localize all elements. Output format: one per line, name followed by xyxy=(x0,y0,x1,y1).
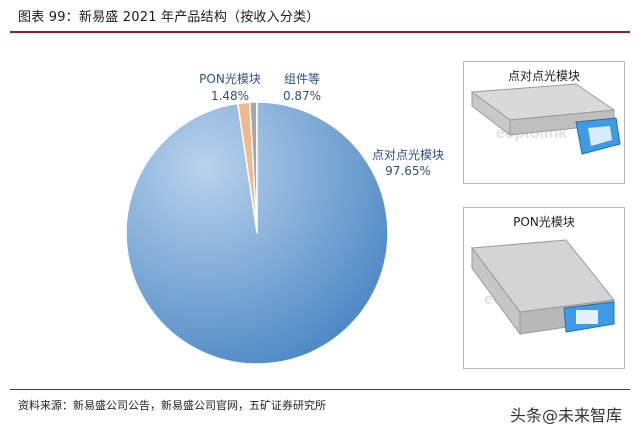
watermark: 头条@未来智库 xyxy=(509,406,622,425)
bottom-rule xyxy=(10,389,630,390)
slice-label-p2p-name: 点对点光模块 xyxy=(372,148,444,162)
slice-label-other-name: 组件等 xyxy=(284,72,320,86)
top-rule xyxy=(10,31,630,33)
slice-label-pon-name: PON光模块 xyxy=(199,72,261,86)
slice-label-p2p-value: 97.65% xyxy=(385,164,431,178)
slice-label-other-value: 0.87% xyxy=(283,89,321,103)
panel-point-to-point: eoptolink 点对点光模块 xyxy=(463,61,625,184)
source-note: 资料来源：新易盛公司公告，新易盛公司官网，五矿证券研究所 xyxy=(18,399,326,412)
pie-slice-0 xyxy=(125,101,389,365)
panel-title: 点对点光模块 xyxy=(507,69,580,83)
panel-title: PON光模块 xyxy=(513,215,575,229)
transceiver-image: eoptolink xyxy=(471,239,615,336)
panel-pon: eoptolink PON光模块 xyxy=(463,207,625,369)
transceiver-image: eoptolink xyxy=(470,83,621,155)
slice-label-pon-value: 1.48% xyxy=(211,89,249,103)
figure-title: 图表 99：新易盛 2021 年产品结构（按收入分类） xyxy=(18,10,320,25)
